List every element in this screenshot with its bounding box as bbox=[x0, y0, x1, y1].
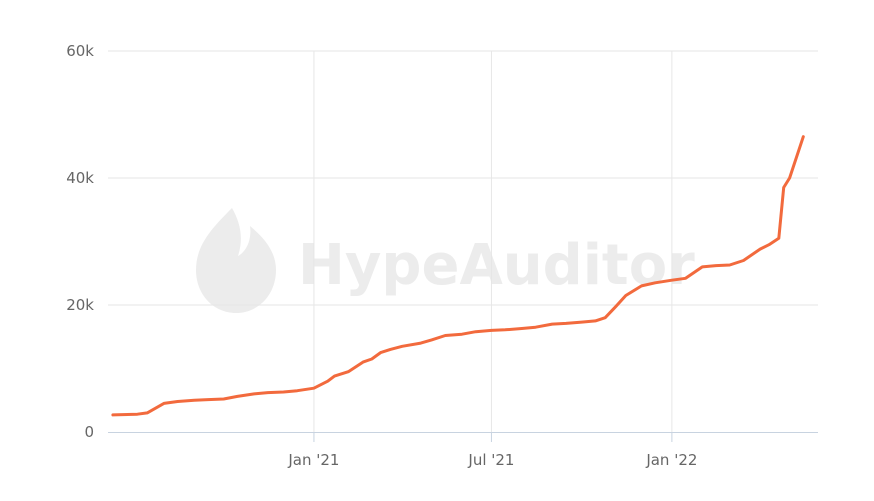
y-axis-tick-labels: 0 20k 40k 60k bbox=[66, 42, 94, 441]
y-tick-label: 40k bbox=[66, 169, 94, 187]
y-tick-label: 0 bbox=[84, 423, 94, 441]
x-tick-label: Jan '21 bbox=[287, 451, 339, 469]
x-axis-tick-labels: Jan '21 Jul '21 Jan '22 bbox=[287, 451, 697, 469]
series-line bbox=[111, 135, 805, 417]
x-axis-ticks bbox=[313, 432, 673, 442]
y-tick-label: 60k bbox=[66, 42, 94, 60]
x-gridlines bbox=[313, 51, 673, 432]
x-tick-label: Jul '21 bbox=[467, 451, 514, 469]
watermark: HypeAuditor bbox=[196, 208, 695, 313]
y-tick-label: 20k bbox=[66, 296, 94, 314]
y-gridlines bbox=[108, 50, 818, 306]
watermark-text: HypeAuditor bbox=[298, 233, 695, 298]
watermark-logo-icon bbox=[196, 208, 276, 313]
x-tick-label: Jan '22 bbox=[645, 451, 697, 469]
